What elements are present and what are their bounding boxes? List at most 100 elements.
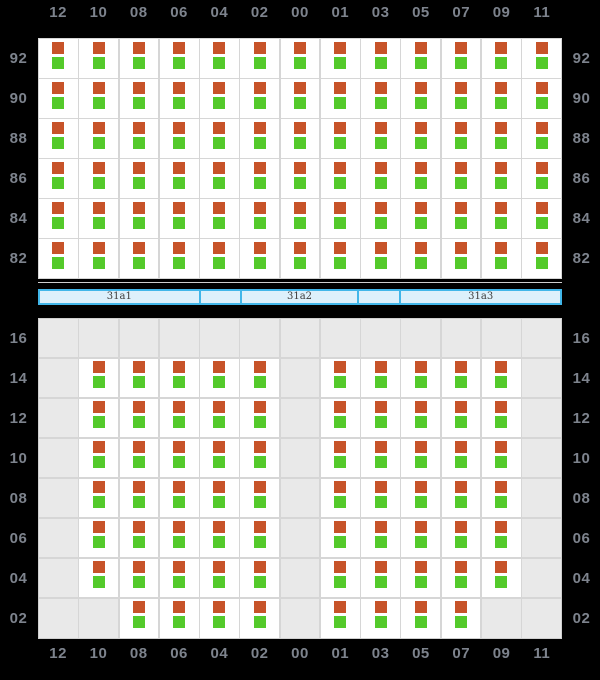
hold-slot[interactable] bbox=[200, 478, 239, 518]
bay-section-31a1[interactable]: 31a1 bbox=[38, 289, 201, 305]
hold-slot[interactable] bbox=[200, 398, 239, 438]
bay-section-31a2[interactable]: 31a2 bbox=[239, 289, 360, 305]
hold-slot[interactable] bbox=[320, 518, 360, 558]
deck-slot[interactable] bbox=[240, 199, 280, 238]
deck-slot[interactable] bbox=[522, 39, 561, 78]
deck-slot[interactable] bbox=[320, 239, 360, 278]
deck-slot[interactable] bbox=[79, 119, 119, 158]
hold-slot[interactable] bbox=[481, 358, 521, 398]
deck-slot[interactable] bbox=[240, 39, 280, 78]
hold-slot[interactable] bbox=[361, 478, 400, 518]
deck-slot[interactable] bbox=[39, 199, 78, 238]
deck-slot[interactable] bbox=[119, 159, 159, 198]
deck-slot[interactable] bbox=[361, 39, 400, 78]
deck-slot[interactable] bbox=[119, 239, 159, 278]
hold-slot[interactable] bbox=[481, 438, 521, 478]
hold-slot[interactable] bbox=[240, 518, 280, 558]
hold-slot[interactable] bbox=[320, 438, 360, 478]
hold-slot[interactable] bbox=[481, 478, 521, 518]
deck-slot[interactable] bbox=[481, 239, 521, 278]
deck-slot[interactable] bbox=[79, 79, 119, 118]
hold-slot[interactable] bbox=[320, 478, 360, 518]
hold-slot[interactable] bbox=[240, 358, 280, 398]
deck-slot[interactable] bbox=[159, 239, 199, 278]
bay-section-31a3[interactable]: 31a3 bbox=[399, 289, 562, 305]
deck-slot[interactable] bbox=[361, 159, 400, 198]
deck-slot[interactable] bbox=[39, 159, 78, 198]
deck-slot[interactable] bbox=[39, 119, 78, 158]
deck-slot[interactable] bbox=[240, 239, 280, 278]
deck-slot[interactable] bbox=[522, 239, 561, 278]
deck-slot[interactable] bbox=[39, 39, 78, 78]
hold-slot[interactable] bbox=[320, 558, 360, 598]
hold-slot[interactable] bbox=[240, 598, 280, 638]
deck-slot[interactable] bbox=[200, 79, 239, 118]
hold-slot[interactable] bbox=[200, 358, 239, 398]
hold-slot[interactable] bbox=[79, 518, 119, 558]
deck-slot[interactable] bbox=[200, 39, 239, 78]
deck-slot[interactable] bbox=[79, 159, 119, 198]
hold-slot[interactable] bbox=[159, 478, 199, 518]
hold-slot[interactable] bbox=[159, 598, 199, 638]
hold-slot[interactable] bbox=[401, 358, 441, 398]
deck-slot[interactable] bbox=[441, 79, 481, 118]
deck-slot[interactable] bbox=[401, 239, 441, 278]
deck-slot[interactable] bbox=[159, 79, 199, 118]
deck-slot[interactable] bbox=[441, 119, 481, 158]
deck-slot[interactable] bbox=[481, 39, 521, 78]
deck-slot[interactable] bbox=[481, 119, 521, 158]
hold-slot[interactable] bbox=[320, 598, 360, 638]
deck-slot[interactable] bbox=[481, 79, 521, 118]
deck-slot[interactable] bbox=[159, 159, 199, 198]
deck-slot[interactable] bbox=[119, 119, 159, 158]
hold-slot[interactable] bbox=[119, 518, 159, 558]
hold-slot[interactable] bbox=[361, 438, 400, 478]
hold-slot[interactable] bbox=[361, 358, 400, 398]
hold-slot[interactable] bbox=[200, 558, 239, 598]
deck-slot[interactable] bbox=[159, 119, 199, 158]
hold-slot[interactable] bbox=[159, 518, 199, 558]
deck-slot[interactable] bbox=[441, 39, 481, 78]
hold-slot[interactable] bbox=[401, 558, 441, 598]
hold-slot[interactable] bbox=[401, 478, 441, 518]
deck-slot[interactable] bbox=[441, 239, 481, 278]
hold-slot[interactable] bbox=[361, 518, 400, 558]
hold-slot[interactable] bbox=[119, 478, 159, 518]
deck-slot[interactable] bbox=[401, 79, 441, 118]
deck-slot[interactable] bbox=[441, 159, 481, 198]
hold-slot[interactable] bbox=[441, 398, 481, 438]
deck-slot[interactable] bbox=[200, 119, 239, 158]
deck-slot[interactable] bbox=[240, 119, 280, 158]
deck-slot[interactable] bbox=[159, 39, 199, 78]
hold-slot[interactable] bbox=[240, 398, 280, 438]
hold-slot[interactable] bbox=[401, 438, 441, 478]
deck-slot[interactable] bbox=[320, 79, 360, 118]
deck-slot[interactable] bbox=[401, 159, 441, 198]
hold-slot[interactable] bbox=[320, 398, 360, 438]
deck-slot[interactable] bbox=[200, 159, 239, 198]
hold-slot[interactable] bbox=[361, 558, 400, 598]
deck-slot[interactable] bbox=[401, 199, 441, 238]
hold-slot[interactable] bbox=[200, 598, 239, 638]
hold-slot[interactable] bbox=[441, 558, 481, 598]
deck-slot[interactable] bbox=[522, 79, 561, 118]
deck-slot[interactable] bbox=[522, 199, 561, 238]
deck-slot[interactable] bbox=[522, 159, 561, 198]
hold-slot[interactable] bbox=[240, 478, 280, 518]
deck-slot[interactable] bbox=[481, 199, 521, 238]
deck-slot[interactable] bbox=[240, 159, 280, 198]
hold-slot[interactable] bbox=[481, 518, 521, 558]
deck-slot[interactable] bbox=[441, 199, 481, 238]
deck-slot[interactable] bbox=[280, 39, 320, 78]
hold-slot[interactable] bbox=[441, 478, 481, 518]
deck-slot[interactable] bbox=[522, 119, 561, 158]
hold-slot[interactable] bbox=[361, 598, 400, 638]
deck-slot[interactable] bbox=[361, 79, 400, 118]
deck-slot[interactable] bbox=[240, 79, 280, 118]
hold-slot[interactable] bbox=[401, 398, 441, 438]
hold-slot[interactable] bbox=[441, 518, 481, 558]
deck-slot[interactable] bbox=[119, 199, 159, 238]
deck-slot[interactable] bbox=[280, 79, 320, 118]
deck-slot[interactable] bbox=[39, 239, 78, 278]
hold-slot[interactable] bbox=[159, 438, 199, 478]
